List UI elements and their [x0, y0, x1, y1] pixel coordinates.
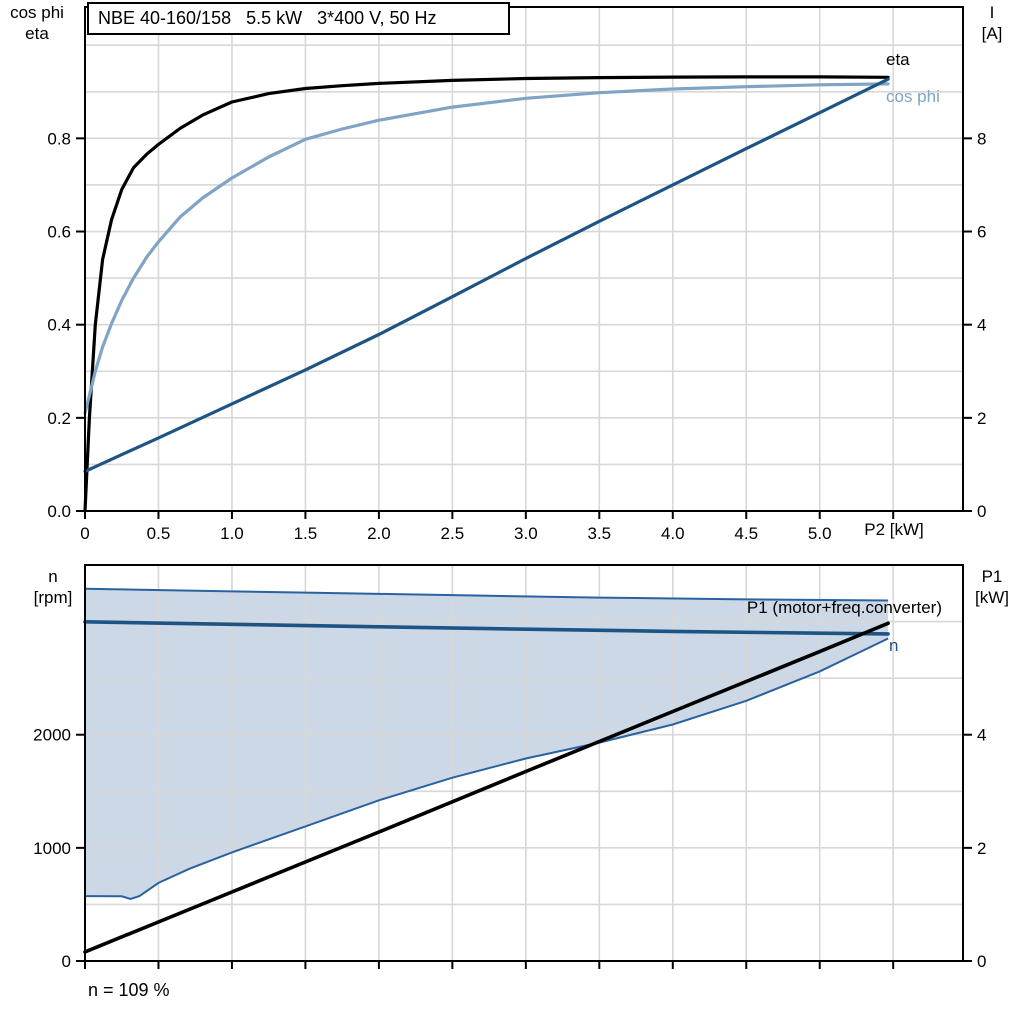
p1-curve [83, 621, 890, 954]
p1-axis-title-unit: [kW] [975, 588, 1009, 607]
y-left-tick-label: 0.2 [47, 409, 71, 428]
y-left-tick-label: 0 [62, 952, 71, 971]
x-tick-label: 3.0 [514, 524, 538, 543]
x-tick-label: 2.5 [441, 524, 465, 543]
cos-phi-axis-title: cos phi [10, 3, 64, 22]
x-tick-label: 0 [80, 524, 89, 543]
p1-axis-title: P1 [kW] [964, 566, 1020, 608]
y-right-tick-label: 0 [977, 952, 986, 971]
x-tick-label: 5.0 [808, 524, 832, 543]
p1-axis-title-symbol: P1 [981, 567, 1003, 586]
y-left-tick-label: 0.6 [47, 223, 71, 242]
speed-axis-title-unit: [rpm] [33, 588, 73, 607]
x-tick-label: 1.0 [220, 524, 244, 543]
x-tick-label: 3.5 [587, 524, 611, 543]
p1-curve-label: P1 (motor+freq.converter) [746, 598, 942, 617]
y-right-tick-label: 6 [977, 223, 986, 242]
cos-phi-curve [83, 82, 890, 415]
y-left-tick-label: 1000 [33, 839, 71, 858]
y-left-tick-label: 0.4 [47, 316, 71, 335]
eta-curve [83, 75, 890, 513]
y-right-tick-label: 8 [977, 129, 986, 148]
y-right-tick-label: 4 [977, 726, 986, 745]
speed-axis-title: n [rpm] [24, 566, 82, 608]
x-tick-label: 1.5 [294, 524, 318, 543]
x-tick-label: 4.5 [734, 524, 758, 543]
speed-range-min-curve [84, 637, 889, 901]
top-left-axis-title: cos phi eta [2, 2, 72, 44]
y-right-tick-label: 0 [977, 502, 986, 521]
current-axis-title-symbol: I [989, 3, 995, 22]
x-tick-label: 4.0 [661, 524, 685, 543]
speed-axis-title-symbol: n [48, 567, 58, 586]
y-left-tick-label: 0.0 [47, 502, 71, 521]
eta-curve-label: eta [886, 50, 910, 69]
speed-percent-annotation: n = 109 % [88, 980, 170, 1000]
y-right-tick-label: 2 [977, 409, 986, 428]
y-right-tick-label: 4 [977, 316, 986, 335]
x-tick-label: 2.0 [367, 524, 391, 543]
speed-range-max-curve [84, 587, 889, 602]
current-axis-title-unit: [A] [981, 24, 1003, 43]
n-curve-label: n [889, 636, 899, 655]
current-curve [83, 77, 890, 473]
cos-phi-curve-label: cos phi [886, 87, 940, 106]
speed-curve [83, 619, 890, 636]
current-axis-title: I [A] [966, 2, 1018, 44]
x-tick-label: 0.5 [147, 524, 171, 543]
x-axis-title: P2 [kW] [864, 520, 924, 539]
speed-range-band [85, 588, 889, 899]
chart-title-box: NBE 40-160/158 5.5 kW 3*400 V, 50 Hz [87, 2, 510, 35]
chart-title: NBE 40-160/158 5.5 kW 3*400 V, 50 Hz [98, 8, 437, 28]
eta-axis-title: eta [25, 24, 49, 43]
y-left-tick-label: 2000 [33, 726, 71, 745]
y-right-tick-label: 2 [977, 839, 986, 858]
plot-frame [84, 564, 964, 962]
plot-frame [84, 6, 964, 512]
y-left-tick-label: 0.8 [47, 129, 71, 148]
